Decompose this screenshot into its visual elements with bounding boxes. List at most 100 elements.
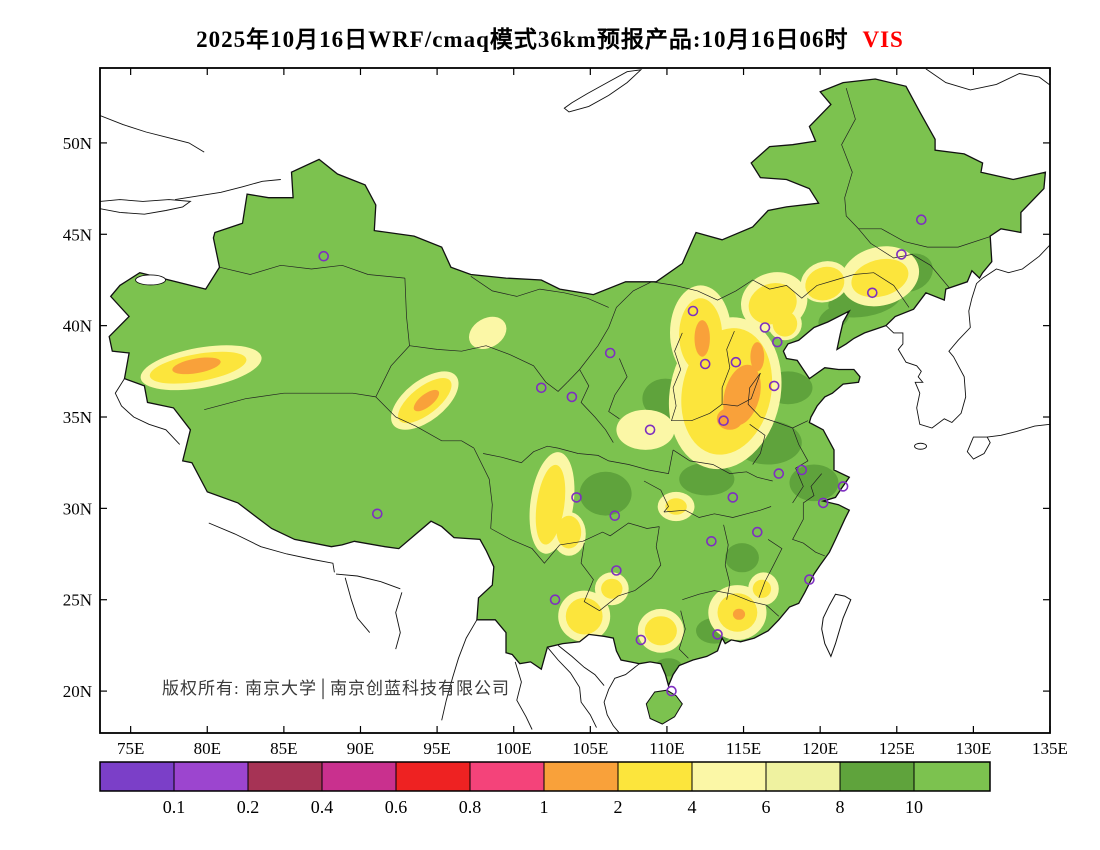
city-marker [727,492,739,503]
hainan-island [645,689,683,725]
province-border [792,427,809,504]
province-border [483,445,559,464]
lat-tick-label: 35N [63,408,92,427]
vis-region-yellow [601,578,623,599]
city-marker [751,526,763,538]
neighbor-boundary [441,619,478,721]
colorbar-segment [839,761,915,792]
colorbar-segment [395,761,471,792]
city-marker [837,481,849,492]
city-marker [915,214,927,225]
neighbor-boundary [175,179,281,201]
city-marker [817,497,829,509]
china-landmass [109,79,1046,686]
copyright-text: 版权所有: 南京大学│南京创蓝科技有限公司 [162,678,510,700]
vis-region-yellow [752,579,772,598]
neighbor-boundary [344,577,371,633]
city-marker [759,322,771,333]
neighbor-boundary [335,573,401,590]
neighbor-boundary [982,244,1050,279]
neighbor-boundary [114,378,181,445]
city-marker [549,594,561,606]
city-marker [609,510,621,522]
lat-tick-label: 50N [63,134,92,153]
lake-issykkul [135,274,167,286]
province-border [672,449,773,482]
colorbar-segment [617,761,693,792]
province-border [678,610,689,659]
neighbor-boundary [925,68,1050,91]
lon-tick-label: 135E [1032,739,1068,758]
province-border [567,279,818,383]
province-border [749,424,766,465]
lon-tick-label: 95E [423,739,450,758]
colorbar-tick-label: 10 [905,797,923,817]
taiwan-island [821,593,852,658]
lon-tick-label: 115E [726,739,761,758]
city-marker [635,634,647,646]
lon-tick-label: 80E [194,739,221,758]
vis-region-pale [468,316,507,349]
colorbar-segment [913,761,991,792]
lon-tick-label: 120E [802,739,838,758]
vis-region-yellow [805,266,845,301]
province-border [470,276,609,308]
city-marker [371,508,383,520]
city-marker [804,574,815,585]
city-marker [771,336,783,348]
china-outline [108,78,1047,688]
province-border [204,392,376,411]
vis-region-orange [694,320,710,357]
vis-shading-layer [140,88,992,677]
vis-region-yellow [772,311,798,337]
lon-tick-label: 105E [572,739,608,758]
colorbar-tick-label: 0.2 [237,797,260,817]
province-border [579,369,614,443]
province-border [490,528,583,564]
lon-tick-label: 100E [496,739,532,758]
city-marker [768,380,780,392]
colorbar-tick-label: 4 [688,797,697,817]
colorbar-tick-label: 1 [540,797,549,817]
vis-region-orange [750,342,765,372]
vis-region-orange [732,608,746,620]
city-marker [611,565,622,576]
colorbar-segment [765,761,841,792]
page-title: 2025年10月16日WRF/cmaq模式36km预报产品:10月16日06时 V… [0,20,1100,54]
province-border [643,480,669,513]
vis-region-orange [716,407,743,430]
province-border [792,473,825,557]
lon-tick-label: 125E [879,739,915,758]
province-border [599,577,652,611]
city-marker [535,382,547,394]
colorbar-segment [99,761,175,792]
city-marker [896,249,907,260]
neighbor-boundary [557,645,605,686]
colorbar-tick-label: 6 [762,797,771,817]
vis-region-olive [725,543,759,573]
map-plot-area: 版权所有: 南京大学│南京创蓝科技有限公司 [100,68,1050,733]
province-border [582,522,660,542]
colorbar-tick-label: 0.1 [163,797,186,817]
colorbar-segment [469,761,545,792]
jeju-island [914,442,927,450]
colorbar-segment [321,761,397,792]
colorbar-tick-label: 2 [614,797,623,817]
neighbor-boundary [987,423,1050,438]
city-marker [566,391,578,403]
city-marker [706,535,717,547]
city-marker [644,424,656,436]
city-marker [866,287,878,299]
lon-tick-label: 90E [347,739,374,758]
city-marker [604,347,616,359]
city-marker [318,250,330,262]
province-border [841,88,992,248]
lon-tick-label: 75E [117,739,144,758]
province-border [858,228,951,290]
vis-region-olive [579,471,632,516]
province-border [409,345,568,392]
city-marker [773,468,785,479]
vis-region-orange [413,389,440,412]
city-marker [571,492,582,503]
